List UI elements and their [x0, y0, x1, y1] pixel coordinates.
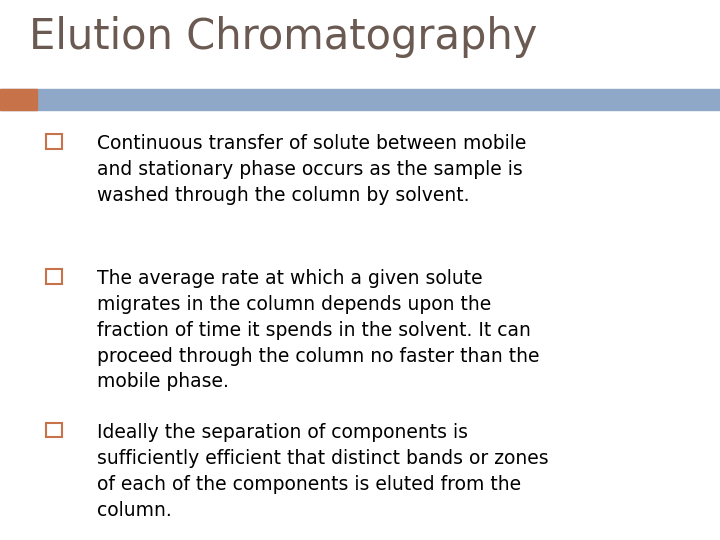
Bar [46, 134, 62, 149]
Text: Elution Chromatography: Elution Chromatography [29, 16, 537, 58]
Text: Ideally the separation of components is
sufficiently efficient that distinct ban: Ideally the separation of components is … [97, 423, 549, 519]
Bar [0, 89, 720, 110]
Bar [0, 89, 37, 110]
Bar [46, 269, 62, 284]
Bar [46, 423, 62, 437]
Text: Continuous transfer of solute between mobile
and stationary phase occurs as the : Continuous transfer of solute between mo… [97, 134, 526, 205]
Text: The average rate at which a given solute
migrates in the column depends upon the: The average rate at which a given solute… [97, 269, 540, 392]
